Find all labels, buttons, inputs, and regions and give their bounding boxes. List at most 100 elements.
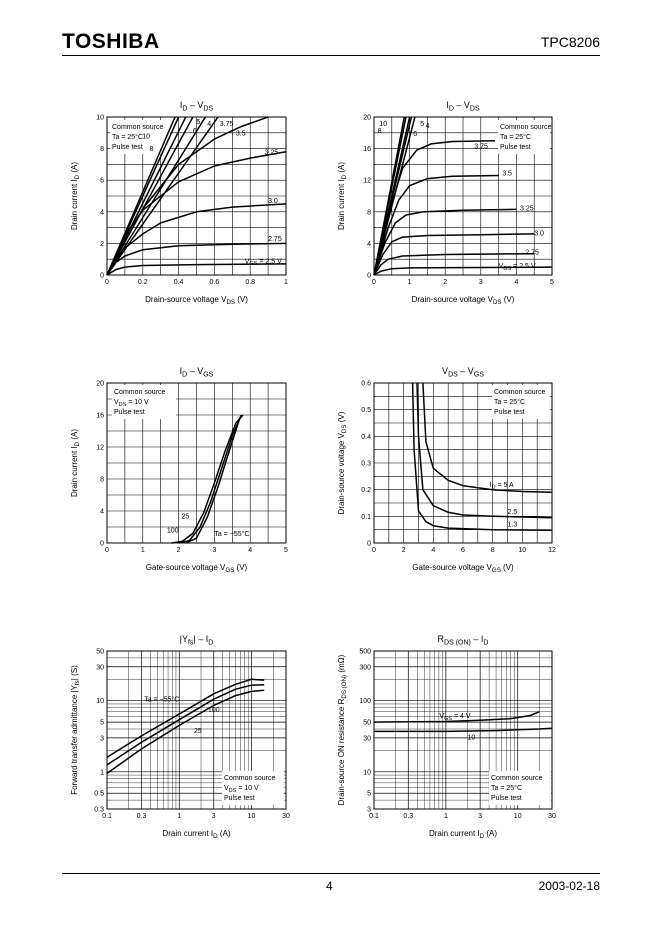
y-tick-label: 0	[100, 273, 104, 280]
chart-title: |Yfs​| – ID​	[180, 634, 214, 646]
y-tick-label: 2	[100, 241, 104, 248]
y-tick-label: 12	[96, 445, 104, 452]
series-label: 6	[193, 128, 197, 135]
toshiba-logo: TOSHIBA	[62, 30, 160, 53]
series-line	[373, 208, 517, 276]
info-line: Pulse test	[500, 144, 531, 151]
y-tick-label: 5	[100, 720, 104, 727]
x-tick-label: 10	[518, 547, 526, 554]
chart-title: VDS​ – VGS​	[442, 366, 484, 378]
series-label: 6	[413, 131, 417, 138]
y-tick-label: 0	[100, 541, 104, 548]
y-tick-label: 8	[367, 209, 371, 216]
series-label: 3.5	[236, 130, 246, 137]
x-tick-label: 0.1	[369, 813, 379, 820]
series-line	[373, 174, 499, 276]
part-number: TPC8206	[540, 34, 600, 50]
x-tick-label: 6	[461, 547, 465, 554]
y-axis-label: Drain current ID​ (A)	[70, 162, 81, 230]
series-label: 3.5	[502, 171, 512, 178]
y-tick-label: 50	[363, 720, 371, 727]
series-line	[106, 203, 287, 276]
y-tick-label: 0.5	[361, 407, 371, 414]
info-line: Pulse test	[224, 795, 255, 802]
series-line	[106, 151, 287, 276]
series-line	[106, 116, 219, 276]
series-label: 3.25	[265, 149, 279, 156]
series-label: 1.3	[508, 521, 518, 528]
y-tick-label: 16	[96, 413, 104, 420]
info-line: Ta = 25°C	[494, 398, 525, 406]
series-line	[373, 266, 553, 276]
x-tick-label: 0	[372, 547, 376, 554]
y-tick-label: 0	[367, 273, 371, 280]
y-tick-label: 8	[100, 477, 104, 484]
series-group: 108 654 3.753.5 3.25 3.0 2.75 VGS​ = 2.5 V	[106, 116, 287, 276]
header-rule	[62, 55, 600, 56]
info-box: Common source Ta = 25°C Pulse test	[492, 385, 550, 419]
info-line: VDS​ = 10 V	[114, 399, 149, 408]
series-label: 2.5	[508, 509, 518, 516]
y-tick-label: 0.2	[361, 487, 371, 494]
info-line: Pulse test	[491, 795, 522, 802]
x-tick-label: 3	[479, 279, 483, 286]
x-tick-label: 10	[514, 813, 522, 820]
series-label: 10	[468, 734, 476, 741]
y-tick-label: 16	[363, 146, 371, 153]
y-tick-label: 4	[367, 241, 371, 248]
series-label: 3.0	[534, 231, 544, 238]
series-label: 4	[426, 123, 430, 130]
series-line	[422, 382, 553, 494]
series-line	[373, 139, 496, 276]
y-tick-label: 30	[96, 664, 104, 671]
y-tick-label: 0.3	[94, 807, 104, 814]
footer-rule	[62, 873, 600, 874]
y-tick-label: 0.5	[94, 791, 104, 798]
series-label: ID​ = 5 A	[490, 482, 514, 491]
info-line: Common source	[224, 775, 275, 782]
y-tick-label: 1	[100, 769, 104, 776]
x-tick-label: 1	[177, 813, 181, 820]
series-label: 25	[182, 513, 190, 520]
y-tick-label: 5	[367, 791, 371, 798]
x-tick-label: 0.8	[245, 279, 255, 286]
info-box-bg	[222, 771, 284, 805]
series-label: 10	[142, 134, 150, 141]
y-tick-label: 0.6	[361, 381, 371, 388]
x-tick-label: 0.3	[137, 813, 147, 820]
x-tick-label: 0	[105, 279, 109, 286]
x-tick-label: 30	[282, 813, 290, 820]
x-tick-label: 0.2	[138, 279, 148, 286]
x-tick-label: 2	[402, 547, 406, 554]
plot-group: 0.1 0.3 1 3 10 30 3 5 10 30 50 100 300 500 RDS (ON)​ –…	[337, 634, 556, 840]
series-line	[374, 727, 553, 733]
info-box-bg	[489, 771, 551, 805]
series-group: Ta = −55°C 100 25	[106, 678, 265, 775]
y-tick-label: 10	[363, 769, 371, 776]
y-tick-label: 10	[96, 115, 104, 122]
chart-title: ID​ – VDS​	[446, 100, 480, 112]
chart-title: ID​ – VDS​	[180, 100, 214, 112]
y-tick-label: 4	[100, 209, 104, 216]
info-line: Ta = 25°C	[500, 133, 531, 141]
y-tick-label: 0.4	[361, 434, 371, 441]
page-number: 4	[326, 879, 333, 893]
info-line: Common source	[494, 389, 545, 396]
plot-frame	[373, 116, 553, 276]
x-tick-label: 10	[248, 813, 256, 820]
x-tick-label: 1	[141, 547, 145, 554]
y-tick-label: 4	[100, 509, 104, 516]
series-label: 3.75	[220, 121, 234, 128]
plot-frame	[106, 116, 287, 276]
x-tick-label: 3	[212, 813, 216, 820]
y-axis-label: Drain current ID​ (A)	[70, 429, 81, 497]
y-tick-label: 500	[359, 649, 371, 656]
x-tick-label: 0.3	[403, 813, 413, 820]
info-line: Pulse test	[114, 409, 145, 416]
